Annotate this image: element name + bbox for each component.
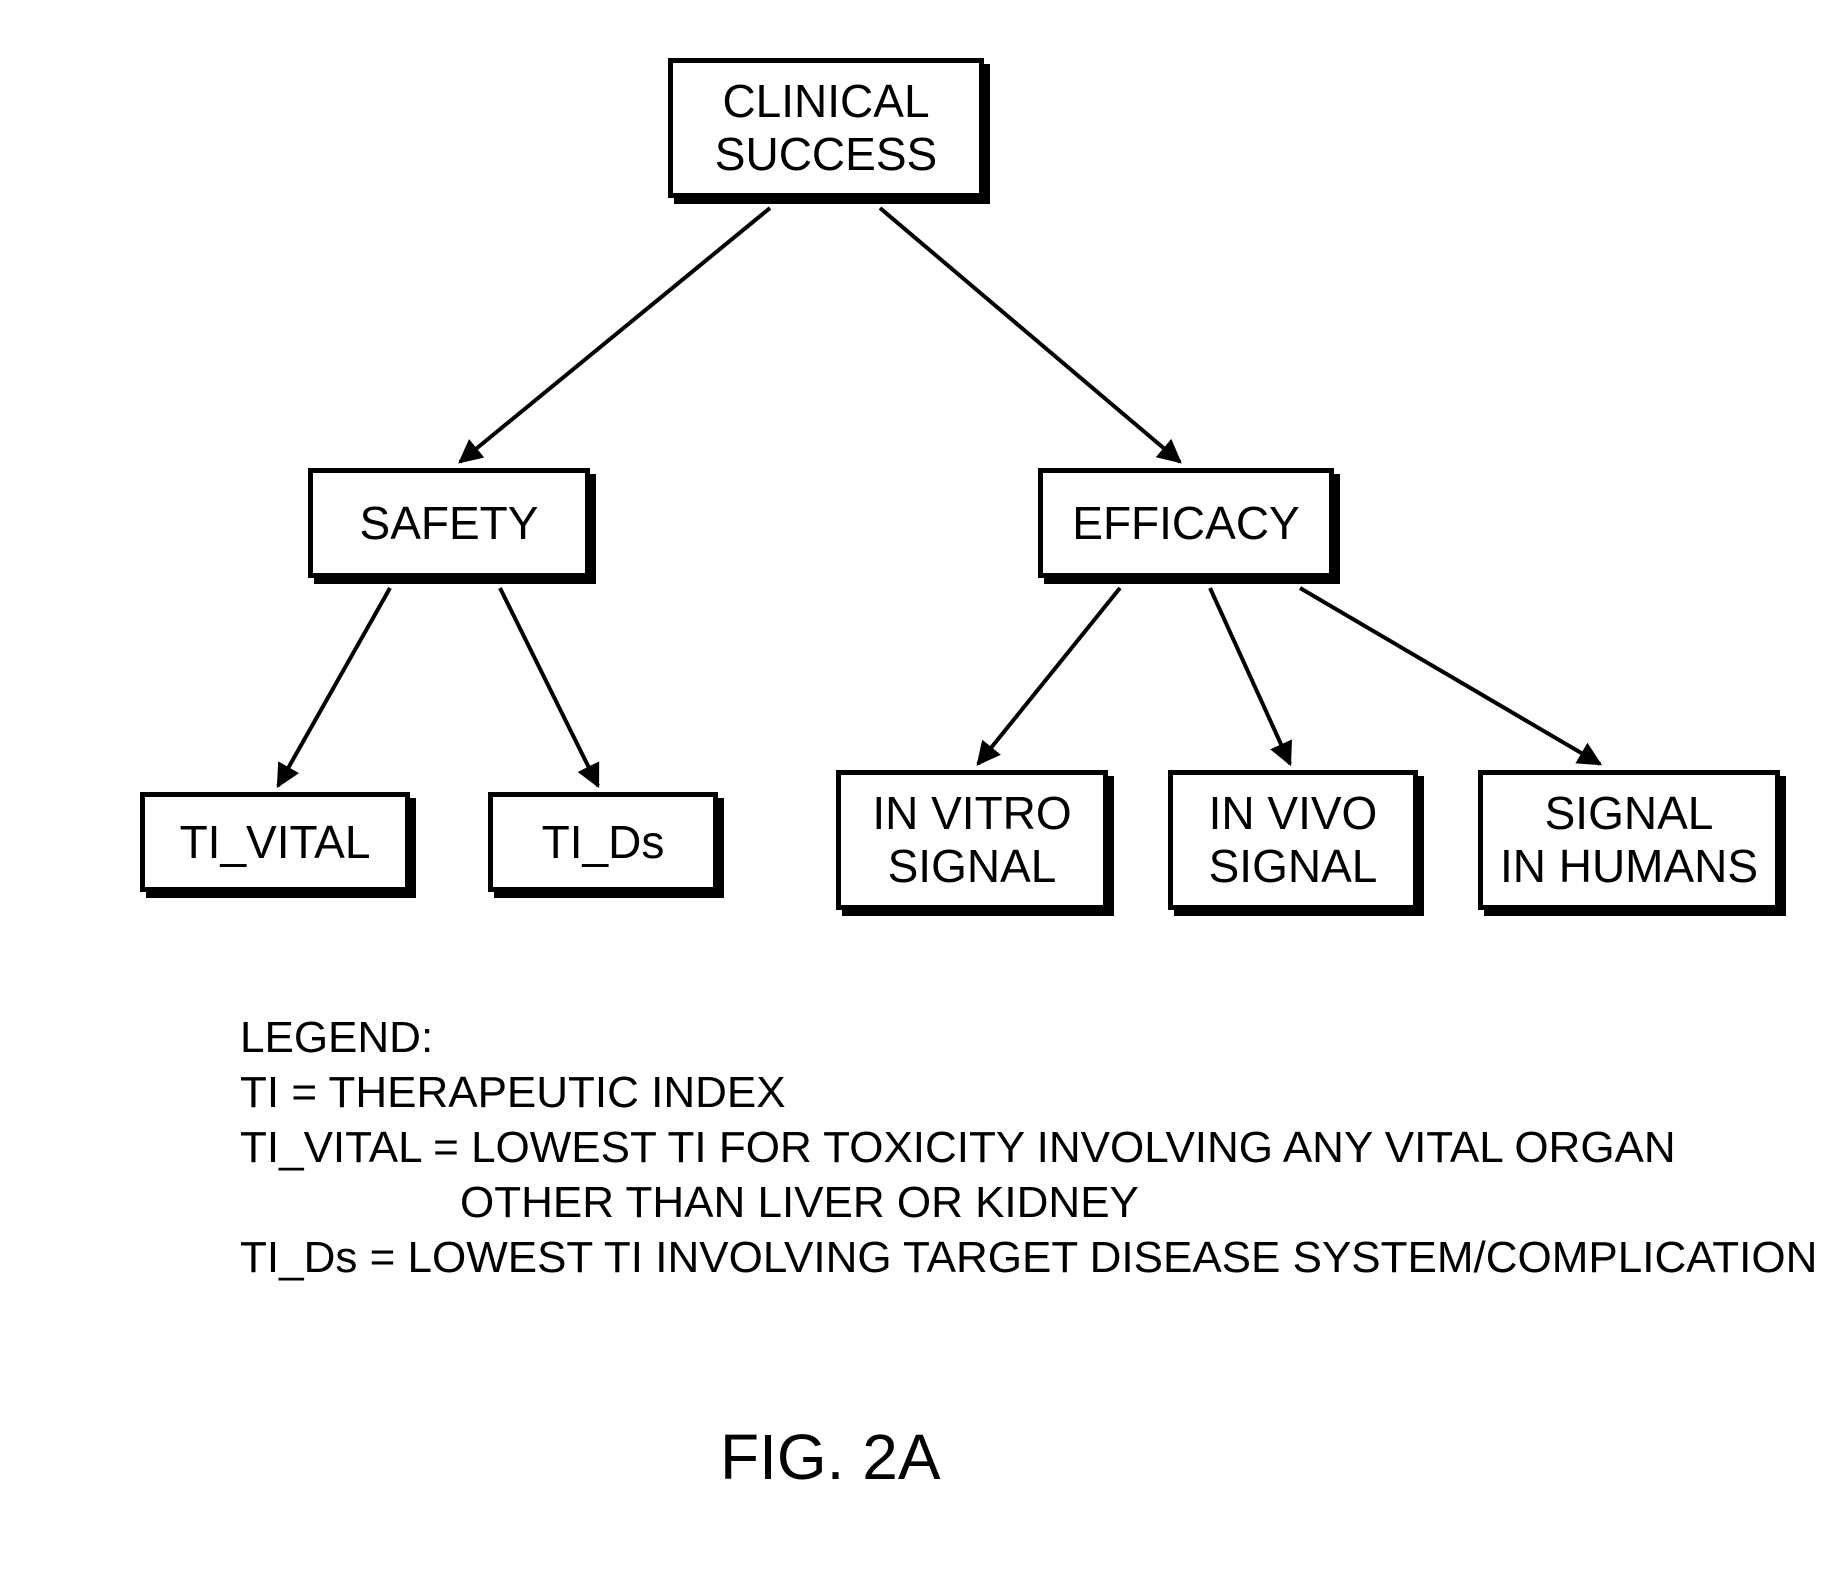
node-label: SIGNAL IN HUMANS [1500, 787, 1758, 893]
edge-root-to-efficacy [880, 208, 1180, 462]
edge-efficacy-to-in_humans [1300, 588, 1600, 764]
edge-efficacy-to-in_vivo [1210, 588, 1290, 764]
node-in-vivo-signal: IN VIVO SIGNAL [1168, 770, 1418, 910]
node-in-vitro-signal: IN VITRO SIGNAL [836, 770, 1108, 910]
legend-text: LEGEND: TI = THERAPEUTIC INDEX TI_VITAL … [240, 1010, 1817, 1285]
edge-root-to-safety [460, 208, 770, 462]
node-label: EFFICACY [1072, 497, 1299, 550]
node-signal-in-humans: SIGNAL IN HUMANS [1478, 770, 1780, 910]
node-label: CLINICAL SUCCESS [715, 75, 937, 181]
node-label: SAFETY [360, 497, 539, 550]
node-efficacy: EFFICACY [1038, 468, 1334, 578]
node-label: TI_Ds [542, 816, 665, 869]
edge-safety-to-ti_vital [278, 588, 390, 786]
node-ti-vital: TI_VITAL [140, 792, 410, 892]
edge-efficacy-to-in_vitro [978, 588, 1120, 764]
node-label: IN VITRO SIGNAL [872, 787, 1071, 893]
diagram-canvas: CLINICAL SUCCESS SAFETY EFFICACY TI_VITA… [0, 0, 1825, 1588]
node-clinical-success: CLINICAL SUCCESS [668, 58, 984, 198]
node-label: IN VIVO SIGNAL [1209, 787, 1378, 893]
node-ti-ds: TI_Ds [488, 792, 718, 892]
edge-safety-to-ti_ds [500, 588, 598, 786]
figure-label: FIG. 2A [720, 1420, 941, 1494]
node-safety: SAFETY [308, 468, 590, 578]
node-label: TI_VITAL [180, 816, 371, 869]
